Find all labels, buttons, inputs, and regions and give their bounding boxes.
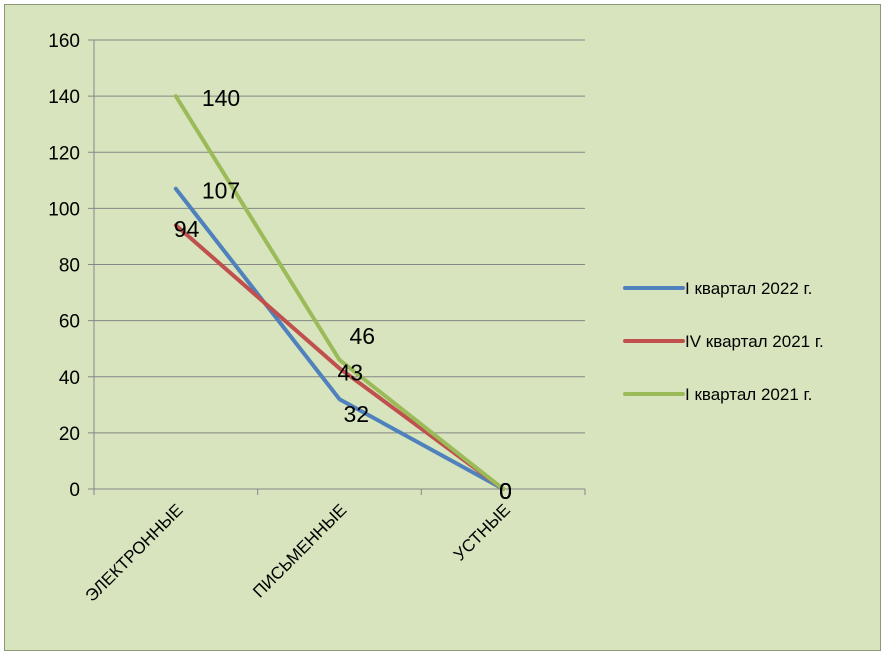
- data-label: 0: [499, 478, 512, 504]
- legend-entry: IV квартал 2021 г.: [685, 332, 824, 351]
- x-category-label: ПИСЬМЕННЫЕ: [249, 500, 350, 601]
- series-lines: [173, 94, 506, 491]
- line-chart: 0 20 40 60 80 100 120 140 160 ЭЛЕКТРОННЫЕ ПИСЬМЕН…: [48, 31, 824, 605]
- data-label: 43: [338, 359, 364, 385]
- y-tick-label: 40: [59, 368, 80, 389]
- chart-area: 0 20 40 60 80 100 120 140 160 ЭЛЕКТРОННЫЕ ПИСЬМЕН…: [4, 4, 881, 651]
- y-tick-label: 0: [69, 480, 80, 501]
- legend-entry: I квартал 2022 г.: [685, 279, 812, 298]
- series-line: [173, 94, 506, 491]
- y-tick-label: 60: [59, 312, 80, 333]
- data-label: 46: [350, 323, 376, 349]
- y-tick-label: 80: [59, 256, 80, 277]
- y-axis-tick-labels: 0 20 40 60 80 100 120 140 160: [48, 31, 80, 501]
- data-label: 94: [174, 216, 200, 242]
- series-line: [173, 223, 506, 491]
- data-label: 140: [202, 85, 240, 111]
- data-label: 32: [344, 401, 370, 427]
- y-tick-label: 20: [59, 424, 80, 445]
- x-axis-category-labels: ЭЛЕКТРОННЫЕ ПИСЬМЕННЫЕ УСТНЫЕ: [82, 500, 514, 605]
- legend: I квартал 2022 г. IV квартал 2021 г. I ква…: [623, 279, 824, 404]
- axes: [88, 39, 586, 495]
- data-label: 0: [499, 478, 512, 504]
- y-tick-label: 140: [48, 87, 80, 108]
- x-category-label: ЭЛЕКТРОННЫЕ: [82, 500, 187, 605]
- y-tick-label: 100: [48, 199, 80, 220]
- x-category-label: УСТНЫЕ: [450, 500, 514, 564]
- y-tick-label: 120: [48, 143, 80, 164]
- series-line: [173, 186, 506, 491]
- data-label: 107: [202, 178, 240, 204]
- y-tick-label: 160: [48, 31, 80, 52]
- legend-entry: I квартал 2021 г.: [685, 385, 812, 404]
- data-label: 0: [499, 478, 512, 504]
